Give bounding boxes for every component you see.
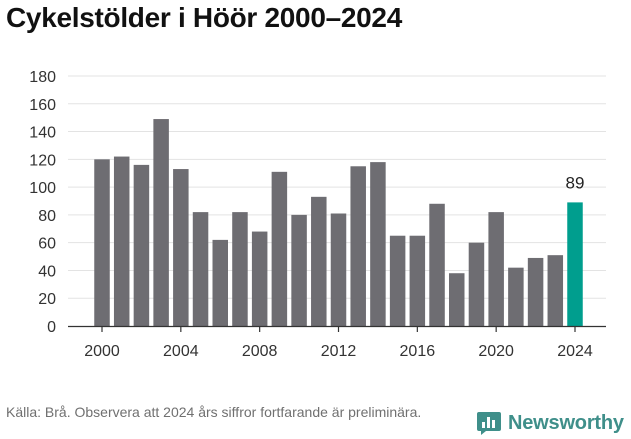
bars	[94, 119, 583, 326]
y-tick-label: 120	[29, 152, 56, 169]
bar	[311, 196, 327, 326]
brand-name: Newsworthy	[508, 411, 624, 434]
newsworthy-logo-icon	[477, 412, 501, 435]
bar	[192, 212, 209, 326]
bar-highlight	[567, 202, 583, 326]
x-tick-label: 2008	[242, 343, 278, 360]
bar	[389, 235, 406, 326]
x-tick-label: 2016	[400, 343, 436, 360]
x-tick-label: 2020	[478, 343, 514, 360]
bar	[173, 169, 189, 326]
bar	[370, 162, 386, 326]
bar	[468, 242, 485, 326]
x-tick-label: 2024	[557, 343, 593, 360]
y-tick-label: 140	[29, 125, 56, 142]
y-tick-label: 40	[38, 263, 56, 280]
y-tick-label: 80	[38, 208, 56, 225]
bar	[291, 214, 307, 326]
bar	[409, 235, 426, 326]
bar	[153, 119, 169, 326]
chart-title: Cykelstölder i Höör 2000–2024	[6, 2, 402, 33]
y-tick-label: 60	[38, 236, 56, 253]
bar	[449, 273, 465, 326]
bar	[488, 212, 504, 326]
bar	[133, 164, 150, 326]
bar	[232, 212, 248, 326]
bar	[212, 239, 228, 326]
x-tick-label: 2000	[84, 343, 120, 360]
y-axis-ticks: 0 20 40 60 80 100 120 140 160 180	[29, 69, 56, 336]
bar	[350, 166, 366, 326]
bar	[527, 257, 544, 326]
bar	[271, 171, 288, 326]
bar	[547, 255, 564, 326]
bar	[94, 159, 110, 326]
y-tick-label: 100	[29, 180, 56, 197]
y-tick-label: 160	[29, 97, 56, 114]
y-tick-label: 20	[38, 291, 56, 308]
bar	[508, 267, 524, 326]
bar	[251, 231, 268, 326]
y-tick-label: 180	[29, 69, 56, 86]
y-tick-label: 0	[47, 319, 56, 336]
source-note: Källa: Brå. Observera att 2024 års siffr…	[6, 404, 422, 420]
x-tick-label: 2004	[163, 343, 199, 360]
brand-logo: Newsworthy	[476, 408, 624, 438]
x-axis-ticks: 2000 2004 2008 2012 2016 2020 2024	[84, 326, 593, 360]
bar	[429, 203, 445, 326]
bar-chart: 0 20 40 60 80 100 120 140 160 180 2000 2004 2008 201…	[29, 69, 606, 360]
x-tick-label: 2012	[321, 343, 357, 360]
bar	[113, 156, 130, 326]
bar	[330, 213, 347, 326]
highlight-data-label: 89	[566, 173, 585, 192]
